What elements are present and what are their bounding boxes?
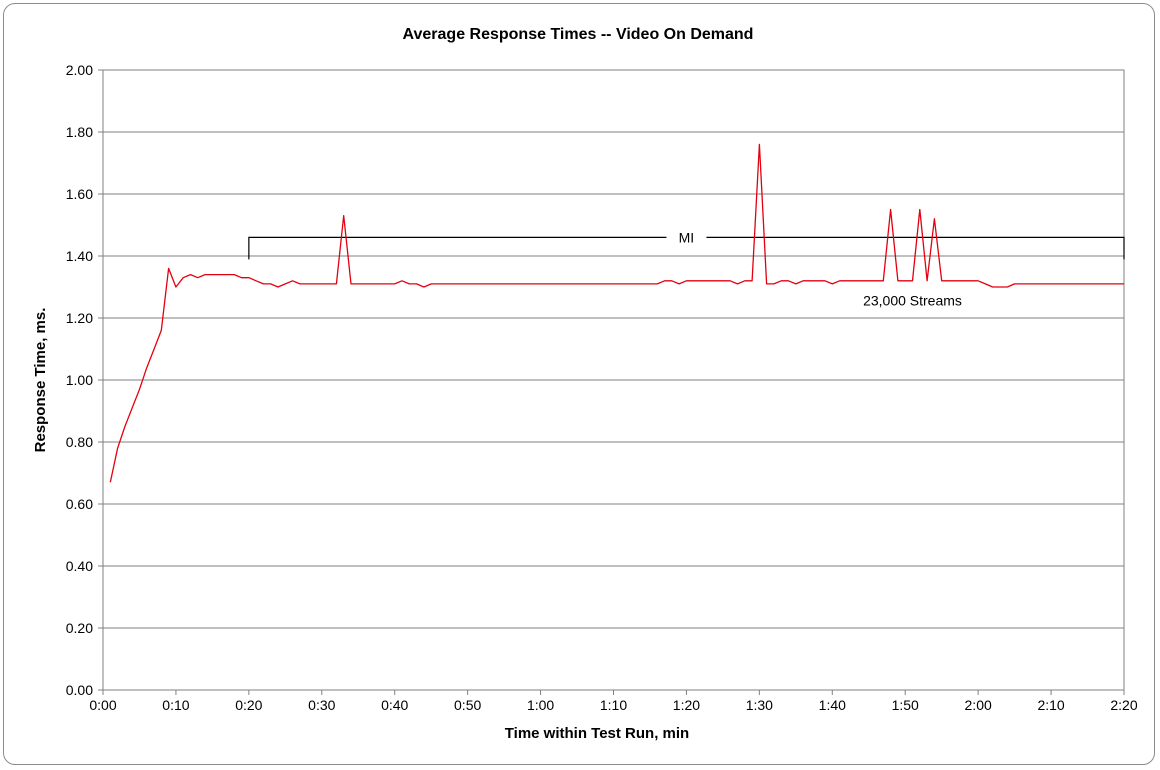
x-tick-label: 0:50 <box>454 697 481 713</box>
chart-frame <box>3 3 1155 765</box>
y-tick-label: 0.40 <box>66 558 93 574</box>
y-tick-label: 0.60 <box>66 496 93 512</box>
y-axis-title: Response Time, ms. <box>32 308 49 453</box>
y-tick-label: 0.80 <box>66 434 93 450</box>
x-tick-label: 1:00 <box>527 697 554 713</box>
x-axis-ticks: 0:00 0:10 0:20 0:30 0:40 0:50 1:00 1:10 1:20 1:30… <box>89 690 1138 713</box>
x-tick-label: 1:30 <box>746 697 773 713</box>
x-tick-label: 1:10 <box>600 697 627 713</box>
x-tick-label: 0:30 <box>308 697 335 713</box>
mi-bracket-right <box>706 236 1125 260</box>
x-tick-label: 0:10 <box>162 697 189 713</box>
y-tick-label: 0.00 <box>66 682 93 698</box>
x-tick-label: 1:50 <box>892 697 919 713</box>
x-tick-label: 2:00 <box>965 697 992 713</box>
x-tick-label: 0:40 <box>381 697 408 713</box>
series-line <box>109 143 1124 483</box>
series-layer <box>109 143 1124 483</box>
chart-title: Average Response Times -- Video On Deman… <box>403 26 754 43</box>
x-tick-label: 0:00 <box>89 697 116 713</box>
x-tick-label: 2:10 <box>1037 697 1064 713</box>
mi-bracket-left <box>248 236 667 260</box>
mi-label: MI <box>679 229 695 245</box>
annotations: MI 23,000 Streams <box>248 229 1125 309</box>
y-tick-label: 2.00 <box>66 62 93 78</box>
gridlines <box>103 69 1124 691</box>
x-tick-label: 0:20 <box>235 697 262 713</box>
x-axis-title: Time within Test Run, min <box>505 725 689 742</box>
y-tick-label: 1.40 <box>66 248 93 264</box>
y-tick-label: 1.60 <box>66 186 93 202</box>
y-tick-label: 1.80 <box>66 124 93 140</box>
x-tick-label: 1:40 <box>819 697 846 713</box>
streams-label: 23,000 Streams <box>863 293 962 309</box>
y-tick-label: 0.20 <box>66 620 93 636</box>
x-tick-label: 1:20 <box>673 697 700 713</box>
x-tick-label: 2:20 <box>1110 697 1137 713</box>
y-tick-label: 1.00 <box>66 372 93 388</box>
y-axis-ticks: 0.00 0.20 0.40 0.60 0.80 1.00 1.20 1.40 1.60 1.80… <box>66 62 103 698</box>
y-tick-label: 1.20 <box>66 310 93 326</box>
